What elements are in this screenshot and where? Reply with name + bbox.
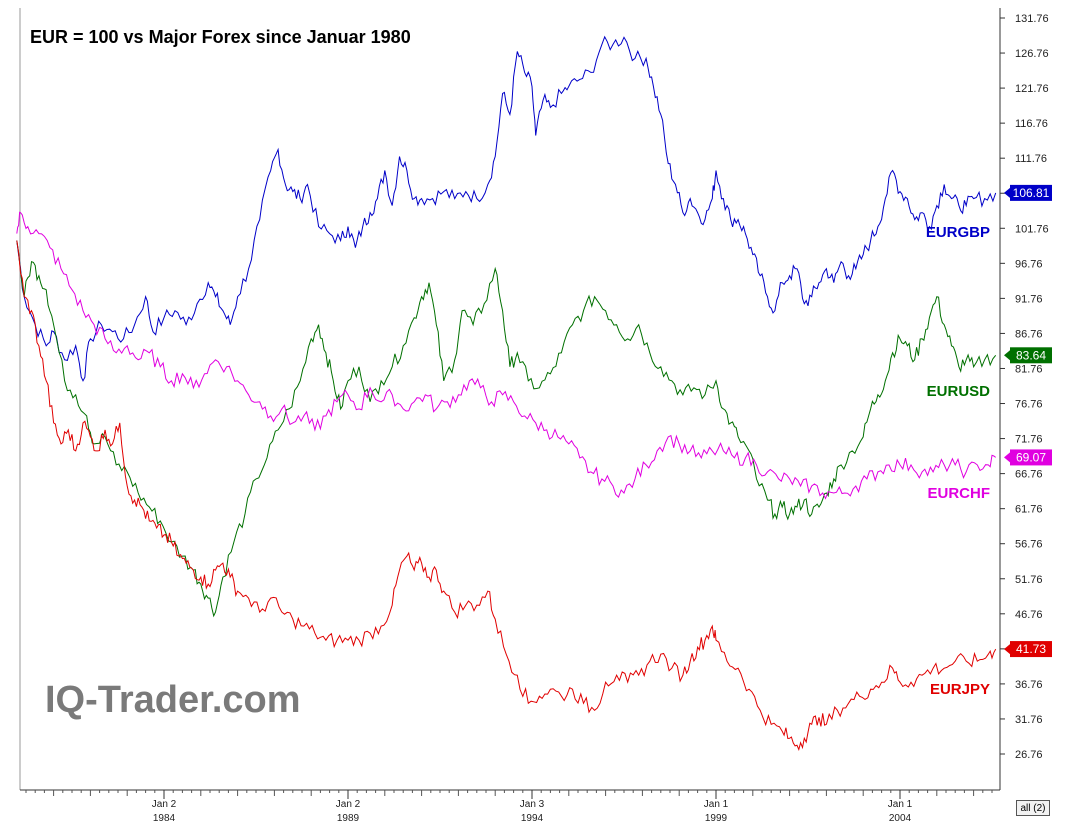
y-tick-label: 56.76 <box>1015 539 1043 551</box>
last-value-box-eurgbp <box>1010 184 1052 201</box>
last-value-arrow-eurjpy <box>1004 644 1010 655</box>
y-tick-label: 71.76 <box>1015 434 1043 446</box>
last-value-arrow-eurusd <box>1004 350 1010 361</box>
legend-label-eurjpy: EURJPY <box>930 681 990 698</box>
y-tick-label: 96.76 <box>1015 258 1043 270</box>
y-tick-label: 81.76 <box>1015 363 1043 375</box>
watermark-text: IQ-Trader.com <box>45 679 301 721</box>
last-value-arrow-eurgbp <box>1004 187 1010 198</box>
x-tick-label: Jan 2 <box>336 799 361 810</box>
x-tick-year: 1999 <box>705 813 728 824</box>
y-tick-label: 91.76 <box>1015 293 1043 305</box>
y-tick-label: 116.76 <box>1015 118 1048 130</box>
y-tick-label: 66.76 <box>1015 469 1043 481</box>
y-tick-label: 46.76 <box>1015 609 1043 621</box>
series-line-eurjpy <box>16 240 997 752</box>
x-tick-label: Jan 1 <box>704 799 729 810</box>
y-tick-label: 76.76 <box>1015 399 1043 411</box>
chart-title: EUR = 100 vs Major Forex since Januar 19… <box>30 27 411 47</box>
legend-label-eurchf: EURCHF <box>928 485 991 502</box>
last-value-box-eurusd <box>1010 347 1052 364</box>
last-value-eurchf: 69.07 <box>1016 450 1046 464</box>
series-line-eurgbp <box>16 35 997 382</box>
x-tick-year: 1984 <box>153 813 176 824</box>
x-tick-year: 2004 <box>889 813 912 824</box>
last-value-arrow-eurchf <box>1004 452 1010 463</box>
x-tick-label: Jan 1 <box>888 799 913 810</box>
y-tick-label: 131.76 <box>1015 13 1049 25</box>
series-line-eurusd <box>16 240 997 618</box>
y-tick-label: 36.76 <box>1015 679 1043 691</box>
legend-label-eurgbp: EURGBP <box>926 224 990 241</box>
y-tick-label: 31.76 <box>1015 714 1043 726</box>
series-line-eurchf <box>16 211 996 500</box>
y-tick-label: 51.76 <box>1015 574 1043 586</box>
x-tick-label: Jan 3 <box>520 799 545 810</box>
y-tick-label: 26.76 <box>1015 749 1043 761</box>
x-tick-label: Jan 2 <box>152 799 177 810</box>
legend-label-eurusd: EURUSD <box>927 383 991 400</box>
range-all-button[interactable]: all (2) <box>1016 800 1050 816</box>
last-value-eurgbp: 106.81 <box>1013 186 1050 200</box>
last-value-eurjpy: 41.73 <box>1016 642 1046 656</box>
y-tick-label: 101.76 <box>1015 223 1049 235</box>
x-tick-year: 1994 <box>521 813 544 824</box>
x-tick-year: 1989 <box>337 813 360 824</box>
y-tick-label: 126.76 <box>1015 48 1049 60</box>
last-value-box-eurjpy <box>1010 641 1052 658</box>
y-tick-label: 111.76 <box>1015 153 1047 165</box>
last-value-eurusd: 83.64 <box>1016 348 1046 362</box>
y-tick-label: 86.76 <box>1015 328 1043 340</box>
y-tick-label: 121.76 <box>1015 83 1049 95</box>
y-tick-label: 61.76 <box>1015 504 1043 516</box>
last-value-box-eurchf <box>1010 449 1052 466</box>
